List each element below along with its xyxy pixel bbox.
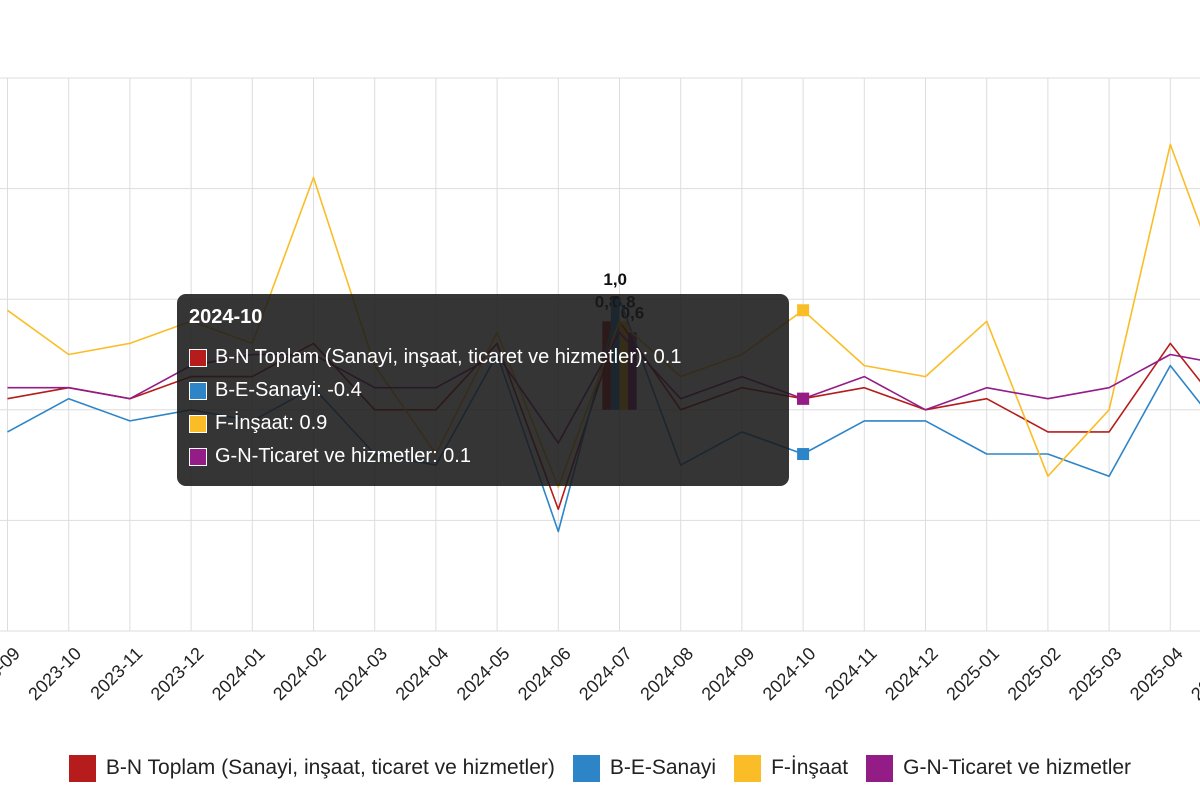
hover-marker-1 <box>797 448 810 461</box>
hover-marker-3 <box>797 392 810 405</box>
legend-swatch <box>68 754 96 782</box>
x-tick-label: 2023-10 <box>24 643 85 704</box>
x-tick-label: 2023-09 <box>0 643 24 704</box>
tooltip-swatch <box>189 381 207 400</box>
chart-legend: B-N Toplam (Sanayi, inşaat, ticaret ve h… <box>0 748 1200 788</box>
tooltip-row: B-E-Sanayi: -0.4 <box>189 374 777 407</box>
x-tick-label: 2023-12 <box>147 643 208 704</box>
hover-marker-2 <box>797 304 810 317</box>
x-tick-label: 2024-11 <box>821 643 881 703</box>
tooltip-row-text: B-E-Sanayi: -0.4 <box>215 379 362 401</box>
legend-label: B-N Toplam (Sanayi, inşaat, ticaret ve h… <box>105 756 555 779</box>
legend-label: G-N-Ticaret ve hizmetler <box>903 756 1132 779</box>
tooltip-swatch <box>189 414 207 433</box>
x-tick-label: 2024-08 <box>636 643 697 704</box>
x-tick-label: 2024-02 <box>269 643 330 704</box>
bar-value-label: 1,0 <box>603 270 627 289</box>
tooltip-row: F-İnşaat: 0.9 <box>189 407 777 440</box>
legend-label: B-E-Sanayi <box>609 756 717 779</box>
x-tick-label: 2024-07 <box>575 643 636 704</box>
legend-swatch <box>866 754 894 782</box>
legend-item-f-insaat[interactable]: F-İnşaat <box>734 754 849 782</box>
x-tick-label: 2025-03 <box>1065 643 1126 704</box>
x-tick-label: 2024-06 <box>514 643 575 704</box>
legend-swatch <box>572 754 600 782</box>
x-tick-label: 2024-03 <box>330 643 391 704</box>
hover-markers <box>797 304 810 461</box>
tooltip-swatch <box>189 348 207 367</box>
legend-swatch <box>734 754 762 782</box>
tooltip-title: 2024-10 <box>189 306 263 328</box>
x-tick-label: 2025-04 <box>1126 643 1187 704</box>
tooltip-row: G-N-Ticaret ve hizmetler: 0.1 <box>189 440 777 473</box>
legend-item-b-n-toplam[interactable]: B-N Toplam (Sanayi, inşaat, ticaret ve h… <box>68 754 555 782</box>
tooltip-row-text: G-N-Ticaret ve hizmetler: 0.1 <box>215 445 471 467</box>
tooltip-swatch <box>189 447 207 466</box>
x-tick-label: 2025-02 <box>1004 643 1065 704</box>
x-tick-label: 2024-04 <box>392 643 453 704</box>
x-axis-tick-labels: 2023-09 2023-10 2023-11 2023-12 2024-01 2024-… <box>0 643 1200 704</box>
x-tick-label: 2024-09 <box>698 643 759 704</box>
chart-tooltip: 2024-10 B-N Toplam (Sanayi, inşaat, tica… <box>177 294 789 486</box>
tooltip-row-text: F-İnşaat: 0.9 <box>215 412 328 434</box>
x-tick-label: 2024-12 <box>881 643 942 704</box>
x-tick-label: 2024-05 <box>453 643 514 704</box>
x-tick-label: 2025-05 <box>1187 643 1200 704</box>
legend-item-g-n-ticaret[interactable]: G-N-Ticaret ve hizmetler <box>866 754 1132 782</box>
legend-item-b-e-sanayi[interactable]: B-E-Sanayi <box>572 754 717 782</box>
x-tick-label: 2023-11 <box>86 643 146 703</box>
x-tick-label: 2024-10 <box>759 643 820 704</box>
legend-label: F-İnşaat <box>771 756 849 779</box>
x-tick-label: 2025-01 <box>942 643 1003 704</box>
x-tick-label: 2024-01 <box>208 643 269 704</box>
tooltip-row-text: B-N Toplam (Sanayi, inşaat, ticaret ve h… <box>215 346 682 368</box>
tooltip-row: B-N Toplam (Sanayi, inşaat, ticaret ve h… <box>189 341 777 374</box>
